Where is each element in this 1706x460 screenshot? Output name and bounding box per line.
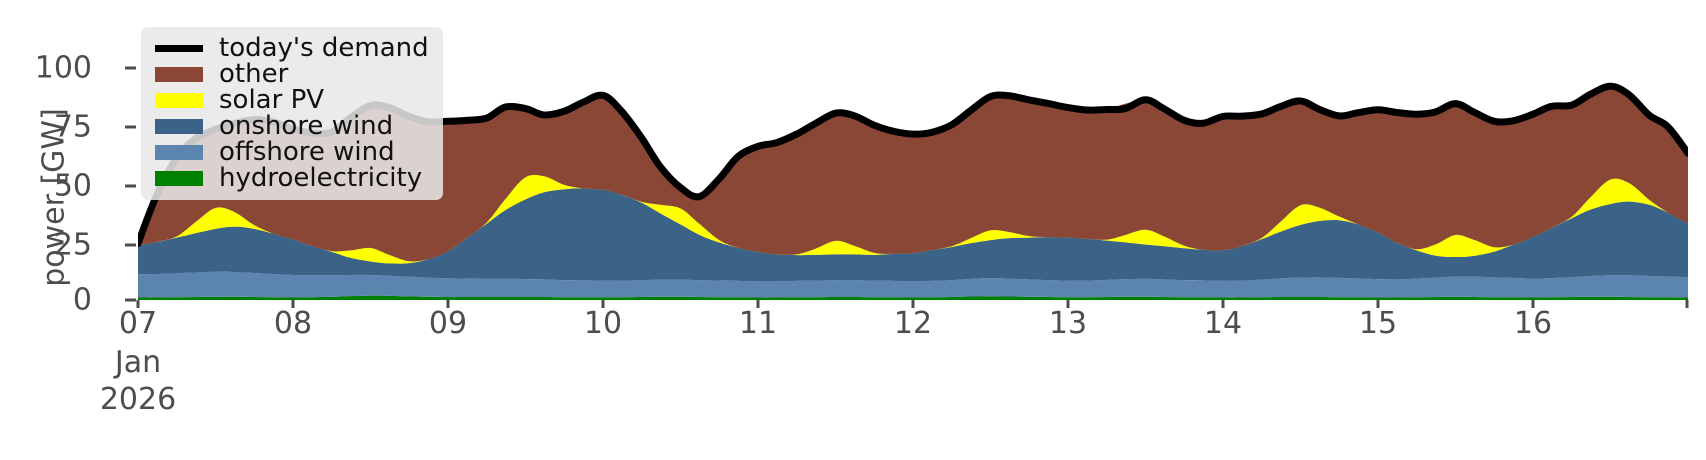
legend-label-offshore-wind: offshore wind — [219, 137, 395, 167]
plot-area — [138, 30, 1688, 300]
y-tick-label-50: 50 — [53, 168, 92, 204]
legend-swatch-offshore-wind — [155, 144, 203, 160]
y-tick-mark-100 — [125, 66, 136, 70]
x-tick-label-13: 13 — [1048, 306, 1088, 341]
legend-label-solar-pv: solar PV — [219, 85, 325, 115]
x-tick-label-08: 08 — [273, 306, 313, 341]
legend-item-other[interactable]: other — [155, 61, 429, 87]
legend-item-todays-demand[interactable]: today's demand — [155, 35, 429, 61]
area-solar-PV — [138, 174, 1688, 264]
x-tick-label-10: 10 — [583, 306, 623, 341]
x-tick-mark-11 — [756, 300, 760, 308]
area-layers — [138, 86, 1688, 300]
area-offshore-wind — [138, 271, 1688, 298]
stacked-area-chart — [138, 82, 1688, 300]
y-tick-label-25: 25 — [53, 227, 92, 263]
x-tick-label-09: 09 — [428, 306, 468, 341]
x-tick-label-07: 07 — [118, 306, 158, 341]
legend-item-solar-pv[interactable]: solar PV — [155, 87, 429, 113]
legend-swatch-onshore-wind — [155, 118, 203, 134]
legend-swatch-hydroelectricity — [155, 170, 203, 186]
y-tick-label-100: 100 — [34, 50, 92, 86]
area-hydroelectricity — [138, 295, 1688, 300]
area-other — [138, 86, 1688, 262]
x-tick-mark-16 — [1531, 300, 1535, 308]
area-onshore-wind — [138, 188, 1688, 282]
x-tick-mark-15 — [1376, 300, 1380, 308]
x-tick-mark-14 — [1221, 300, 1225, 308]
legend-label-hydroelectricity: hydroelectricity — [219, 163, 423, 193]
x-tick-mark-13 — [1066, 300, 1070, 308]
x-tick-mark-12 — [911, 300, 915, 308]
x-tick-mark-10 — [601, 300, 605, 308]
y-tick-mark-25 — [125, 243, 136, 247]
legend-swatch-todays-demand — [155, 44, 203, 52]
x-sublabel-year: 2026 — [99, 382, 177, 417]
x-tick-label-16: 16 — [1513, 306, 1553, 341]
legend-item-hydroelectricity[interactable]: hydroelectricity — [155, 165, 429, 191]
y-tick-mark-50 — [125, 184, 136, 188]
legend-label-other: other — [219, 59, 289, 89]
x-tick-label-11: 11 — [738, 306, 778, 341]
y-tick-mark-75 — [125, 125, 136, 129]
y-tick-label-75: 75 — [53, 109, 92, 145]
legend-label-todays-demand: today's demand — [219, 33, 429, 63]
chart-legend: today's demand other solar PV onshore wi… — [141, 27, 443, 200]
legend-label-onshore-wind: onshore wind — [219, 111, 394, 141]
x-tick-mark-09 — [446, 300, 450, 308]
x-tick-mark-07 — [136, 300, 140, 308]
legend-item-offshore-wind[interactable]: offshore wind — [155, 139, 429, 165]
x-tick-label-12: 12 — [893, 306, 933, 341]
legend-swatch-solar-pv — [155, 92, 203, 108]
y-tick-mark-0 — [125, 298, 136, 302]
x-tick-label-14: 14 — [1203, 306, 1243, 341]
x-sublabel-month: Jan — [114, 345, 162, 380]
y-tick-label-0: 0 — [72, 282, 92, 318]
x-tick-label-15: 15 — [1358, 306, 1398, 341]
x-tick-mark-08 — [291, 300, 295, 308]
legend-swatch-other — [155, 66, 203, 82]
legend-item-onshore-wind[interactable]: onshore wind — [155, 113, 429, 139]
x-tick-mark-end — [1685, 300, 1689, 308]
